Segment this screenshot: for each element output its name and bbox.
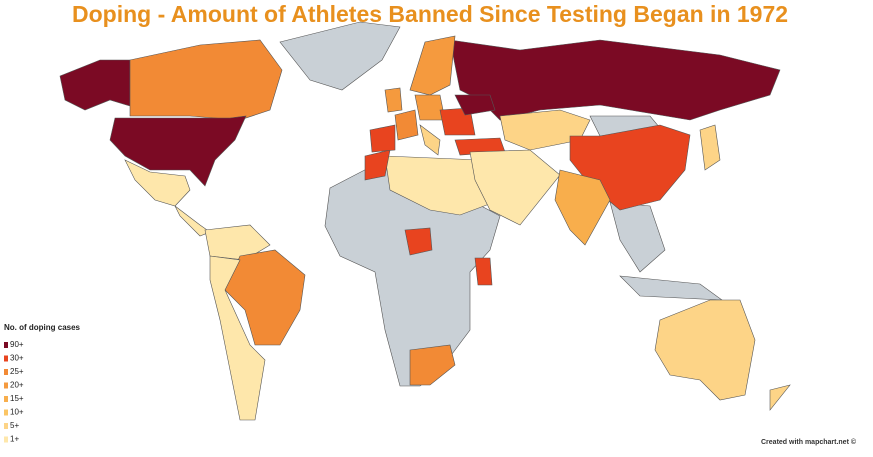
scandinavia	[409, 35, 456, 96]
japan	[699, 124, 721, 171]
central-europe	[414, 94, 446, 121]
legend-title: No. of doping cases	[4, 323, 81, 332]
central-america	[174, 205, 211, 237]
legend-swatch	[4, 436, 8, 443]
nigeria	[404, 227, 433, 256]
mexico	[124, 159, 191, 207]
legend-swatch	[4, 396, 8, 402]
morocco	[364, 149, 391, 181]
credit: Created with mapchart.net ©	[761, 438, 857, 446]
indonesia	[619, 275, 723, 301]
italy	[419, 124, 441, 156]
kenya	[474, 257, 493, 286]
legend-swatch	[4, 355, 8, 362]
legend-label: 5+	[10, 421, 19, 430]
iberia	[369, 124, 396, 153]
legend-label: 90+	[10, 340, 24, 349]
legend-label: 10+	[10, 408, 24, 417]
ukraine	[454, 94, 496, 116]
legend-label: 20+	[10, 381, 24, 390]
russia	[449, 39, 781, 121]
map-title: Doping - Amount of Athletes Banned Since…	[72, 1, 788, 27]
countries	[59, 21, 791, 421]
usa	[109, 115, 247, 187]
legend-label: 15+	[10, 394, 24, 403]
middle-east	[469, 149, 561, 226]
legend-swatch	[4, 409, 8, 416]
south-africa	[409, 344, 456, 386]
legend-label: 25+	[10, 367, 24, 376]
new-zealand	[769, 384, 791, 411]
greenland	[279, 21, 401, 91]
alaska	[59, 59, 131, 111]
uk	[384, 87, 403, 113]
brazil	[224, 249, 306, 346]
legend-swatch	[4, 423, 8, 429]
legend-swatch	[4, 369, 8, 375]
france	[394, 109, 419, 141]
india	[554, 169, 611, 246]
andes	[209, 255, 266, 421]
canada	[129, 39, 283, 121]
legend-label: 30+	[10, 354, 24, 363]
southeast-asia	[609, 201, 666, 273]
legend-swatch	[4, 342, 8, 348]
legend-swatch	[4, 382, 8, 389]
legend: 90+ 30+ 25+ 20+ 15+ 10+ 5+ 1+	[4, 340, 24, 444]
australia	[654, 299, 756, 401]
northern-south-america	[204, 224, 271, 261]
legend-label: 1+	[10, 435, 19, 444]
